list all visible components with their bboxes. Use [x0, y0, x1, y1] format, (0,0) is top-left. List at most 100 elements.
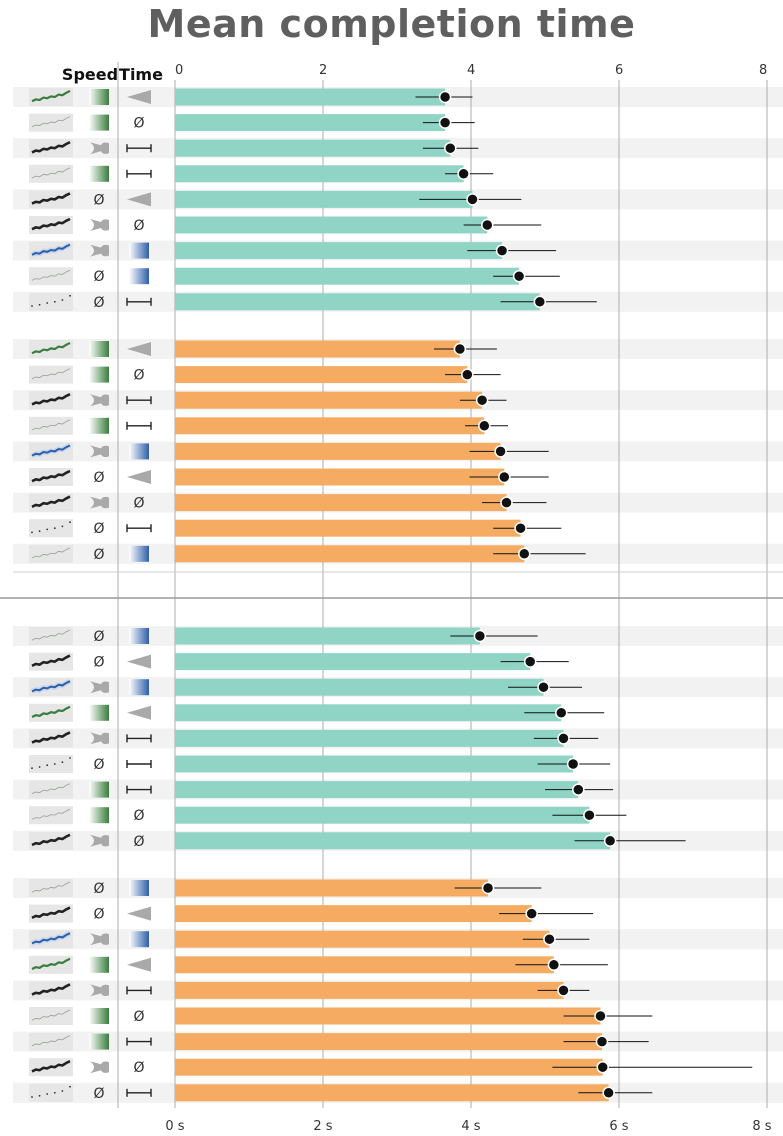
bar	[175, 391, 483, 409]
thumb-line	[31, 957, 71, 970]
mean-point	[583, 808, 596, 822]
top-tick-label: 4	[467, 63, 475, 78]
time-wedge-glyph	[127, 192, 151, 207]
mean-point	[595, 1035, 609, 1048]
mean-point	[438, 116, 452, 129]
time-none-glyph: Ø	[133, 808, 144, 824]
bar	[175, 832, 611, 850]
bar	[175, 981, 564, 999]
bar	[175, 442, 501, 460]
mean-point	[475, 393, 489, 407]
speed-bone-glyph	[90, 732, 109, 745]
speed-none-glyph: Ø	[93, 192, 104, 208]
time-gradient-swatch	[129, 679, 149, 696]
mean-point	[495, 244, 509, 257]
thumb-line	[31, 393, 71, 406]
thumb-line	[31, 680, 71, 693]
chart-row	[29, 88, 473, 106]
bottom-tick-label: 2 s	[313, 1119, 332, 1134]
chart-row: Ø	[29, 519, 562, 538]
mean-point	[594, 1009, 607, 1023]
mean-point	[572, 783, 585, 796]
thumb-dot	[69, 757, 71, 759]
top-axis-ticks: 0 2 4 6 8	[175, 63, 767, 78]
speed-bone-glyph	[90, 496, 109, 509]
speed-bone-glyph	[90, 219, 109, 231]
thumb-dot	[38, 530, 41, 533]
mean-point	[457, 167, 470, 181]
mean-point	[478, 419, 491, 433]
thumb-dot	[46, 302, 49, 304]
chart-row: Ø	[29, 292, 597, 311]
thumb-background	[29, 113, 73, 132]
bar	[175, 678, 544, 696]
chart-row: Ø	[29, 468, 549, 486]
bar	[175, 216, 488, 234]
mean-point	[473, 629, 487, 643]
mean-point	[533, 295, 547, 309]
thumb-background	[29, 1007, 73, 1025]
thumb-background	[29, 267, 73, 286]
chart-row	[29, 955, 608, 974]
chart-row: Ø	[29, 544, 586, 563]
bottom-axis-ticks: 0 s 2 s 4 s 6 s 8 s	[165, 1119, 771, 1134]
speed-gradient-swatch	[89, 417, 109, 434]
thumb-line	[31, 547, 71, 559]
bar	[175, 806, 590, 824]
thumb-dot	[31, 767, 33, 770]
mean-point	[444, 141, 457, 155]
thumb-dot	[38, 1094, 41, 1097]
time-gradient-swatch	[129, 628, 149, 644]
bar	[175, 366, 468, 384]
thumb-background	[29, 780, 73, 799]
time-gradient-swatch	[129, 443, 149, 460]
time-wedge-glyph	[127, 654, 151, 669]
bar	[175, 879, 489, 897]
bar	[175, 417, 485, 435]
time-none-glyph: Ø	[133, 218, 144, 234]
bar	[175, 88, 446, 106]
thumb-dot	[38, 766, 41, 768]
time-none-glyph: Ø	[133, 834, 144, 850]
time-column-header: Time	[119, 65, 163, 84]
mean-point	[494, 445, 507, 458]
thumb-line	[31, 1035, 71, 1047]
row-bands	[13, 87, 783, 1103]
chart-row	[29, 391, 507, 410]
chart-row: Ø	[29, 831, 686, 850]
chart-row: Ø	[29, 113, 475, 132]
thumb-line	[31, 906, 71, 919]
time-none-glyph: Ø	[133, 496, 144, 512]
mean-point	[461, 368, 474, 381]
thumb-dot	[53, 300, 56, 303]
mean-point	[557, 984, 570, 997]
time-wedge-glyph	[127, 906, 151, 921]
time-wedge-glyph	[127, 470, 151, 484]
chart-row	[29, 703, 605, 722]
thumb-line	[31, 808, 71, 820]
thumb-background	[29, 755, 73, 773]
time-wedge-glyph	[127, 342, 151, 356]
bar	[175, 114, 446, 132]
chart-row	[29, 241, 557, 260]
chart-row: Ø	[29, 1007, 653, 1025]
speed-gradient-swatch	[89, 1008, 109, 1024]
thumb-background	[29, 627, 73, 645]
bar	[175, 1084, 609, 1102]
speed-gradient-swatch	[89, 114, 109, 131]
bar	[175, 704, 562, 722]
speed-gradient-swatch	[89, 341, 109, 357]
speed-none-glyph: Ø	[93, 1086, 104, 1102]
thumb-line	[31, 269, 71, 281]
mean-point	[525, 907, 538, 920]
bar	[175, 242, 503, 260]
thumb-line	[31, 833, 71, 847]
time-none-glyph: Ø	[133, 1060, 144, 1076]
thumb-line	[31, 495, 71, 508]
speed-bone-glyph	[90, 1061, 109, 1074]
speed-none-glyph: Ø	[93, 470, 104, 486]
chart-row	[29, 139, 479, 158]
speed-bone-glyph	[90, 984, 109, 997]
bar	[175, 293, 540, 311]
